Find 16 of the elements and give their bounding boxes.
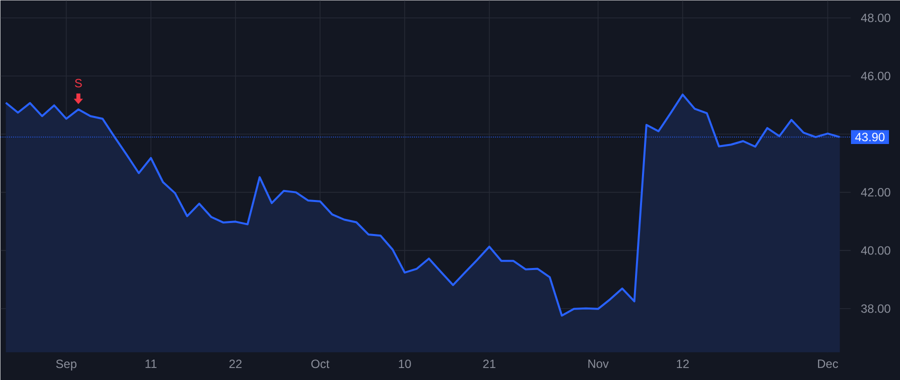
x-tick-label: Dec: [818, 359, 838, 368]
ref-line-label: 43.90: [855, 132, 884, 142]
y-tick-label: 42.00: [861, 188, 890, 196]
x-tick-label: 22: [229, 359, 242, 368]
annotation: S: [74, 78, 82, 88]
x-tick-label: 11: [146, 359, 157, 368]
y-tick-label: 40.00: [861, 246, 890, 255]
x-tick-label: 21: [483, 359, 496, 368]
y-tick-label: 38.00: [861, 304, 890, 313]
y-tick-label: 46.00: [861, 72, 890, 80]
x-tick-label: 12: [676, 359, 689, 368]
x-tick-label: Oct: [311, 359, 330, 368]
x-tick-label: 10: [398, 359, 411, 368]
y-tick-label: 48.00: [861, 13, 890, 22]
x-tick-label: Nov: [588, 359, 609, 368]
x-tick-label: Sep: [56, 359, 76, 370]
